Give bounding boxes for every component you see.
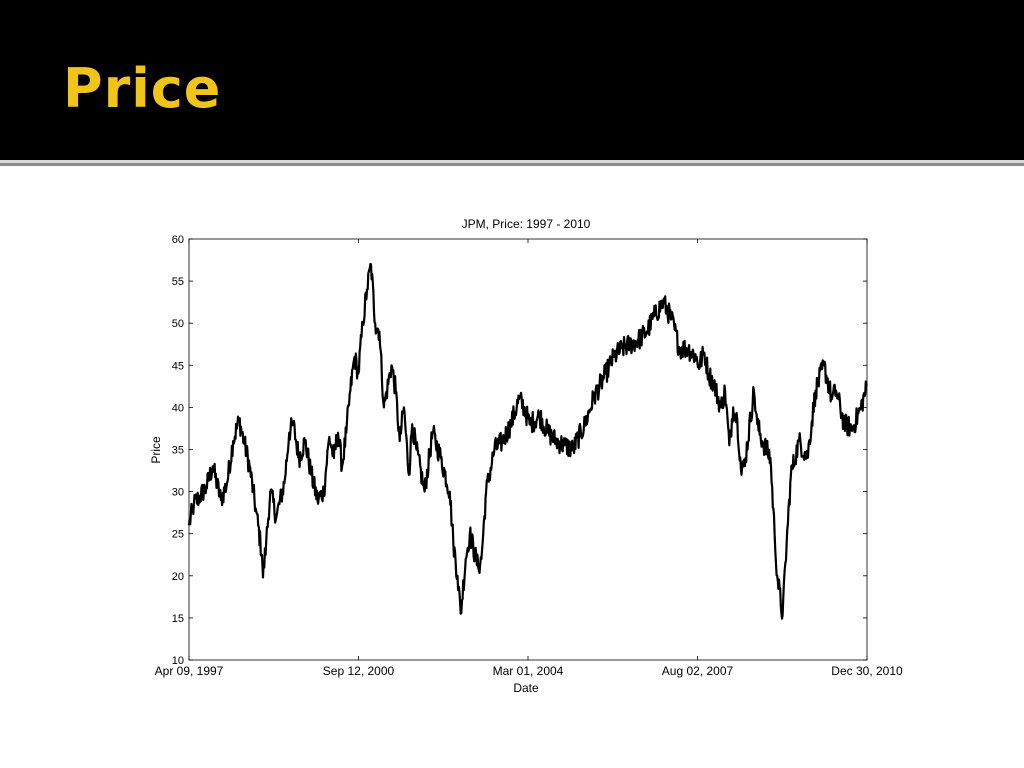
y-axis-ticks: 10 15 20 25 30 35 40 45 50 55 60 [172,234,867,667]
y-tick-label: 35 [172,445,184,457]
x-tick-label: Sep 12, 2000 [323,664,395,678]
y-tick-label: 20 [172,571,184,583]
y-tick-label: 55 [172,276,184,288]
header-divider-shadow [0,163,1024,166]
slide-title: Price [63,57,222,120]
price-series-line [187,262,868,620]
y-tick-label: 40 [172,402,184,414]
chart-title: JPM, Price: 1997 - 2010 [462,217,591,231]
y-tick-label: 45 [172,360,184,372]
y-tick-label: 30 [172,487,184,499]
x-axis-label: Date [513,681,539,695]
plot-area [188,238,868,661]
y-tick-label: 25 [172,529,184,541]
y-tick-label: 50 [172,318,184,330]
x-tick-label: Aug 02, 2007 [662,664,734,678]
y-tick-label: 60 [172,234,184,246]
header-divider [0,160,1024,163]
x-tick-label: Mar 01, 2004 [493,664,564,678]
x-tick-label: Dec 30, 2010 [831,664,903,678]
x-axis-ticks: Apr 09, 1997 Sep 12, 2000 Mar 01, 2004 Aug … [155,239,903,678]
x-tick-label: Apr 09, 1997 [155,664,224,678]
y-tick-label: 10 [172,655,184,667]
slide-header [0,0,1024,160]
y-tick-label: 15 [172,613,184,625]
y-axis-label: Price [149,436,163,464]
